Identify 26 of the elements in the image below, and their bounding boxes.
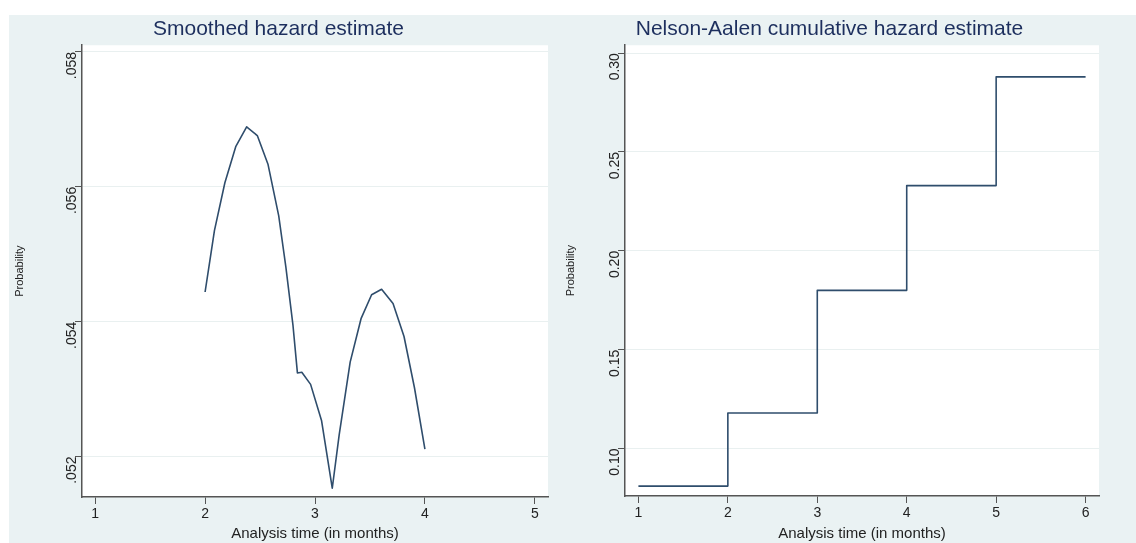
- x-tick-label: 1: [91, 505, 100, 522]
- x-tick-label: 3: [311, 505, 320, 522]
- chart-title: Smoothed hazard estimate: [153, 16, 404, 40]
- y-tick-label: .052: [62, 456, 79, 484]
- y-tick-label: 0.20: [605, 250, 622, 279]
- y-tick-label: .056: [62, 186, 79, 215]
- y-axis-title: Probability: [12, 244, 25, 297]
- x-tick-label: 2: [201, 505, 210, 522]
- x-tick-label: 2: [723, 504, 732, 521]
- y-tick-label: 0.15: [605, 349, 622, 377]
- x-tick-label: 4: [421, 505, 430, 522]
- x-tick-label: 1: [634, 504, 643, 521]
- y-axis-title: Probability: [563, 244, 576, 297]
- y-tick-label: .054: [62, 321, 79, 349]
- y-tick-label: 0.30: [605, 52, 622, 81]
- y-tick-label: .058: [62, 51, 79, 80]
- x-tick-label: 5: [530, 505, 539, 522]
- x-tick-label: 5: [992, 504, 1001, 521]
- x-tick-label: 6: [1081, 504, 1090, 521]
- x-tick-label: 3: [813, 504, 822, 521]
- y-tick-label: 0.25: [605, 151, 622, 180]
- x-axis-title: Analysis time (in months): [778, 524, 946, 542]
- x-axis-title: Analysis time (in months): [231, 524, 399, 542]
- chart-title: Nelson-Aalen cumulative hazard estimate: [635, 16, 1024, 40]
- y-tick-label: 0.10: [605, 448, 622, 476]
- x-tick-label: 4: [902, 504, 911, 521]
